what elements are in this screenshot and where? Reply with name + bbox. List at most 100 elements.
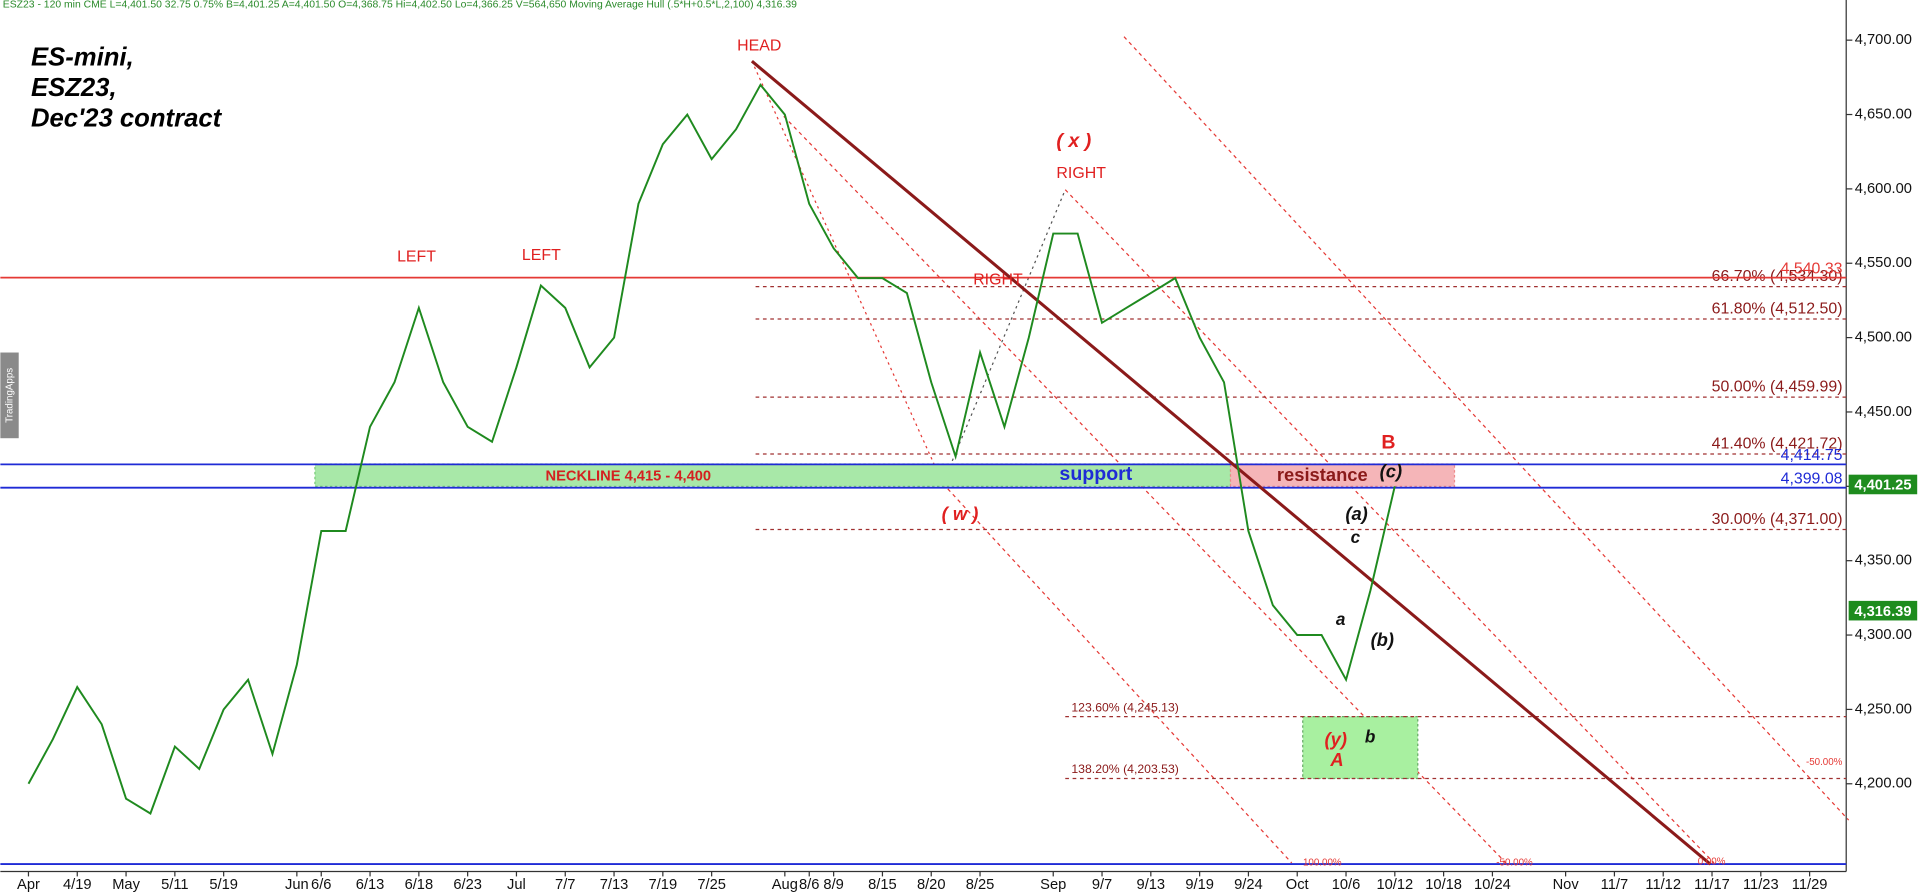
x-tick-label: Oct bbox=[1286, 877, 1309, 893]
x-tick-label: 9/7 bbox=[1092, 877, 1112, 893]
annotation: 0.00% bbox=[1698, 856, 1726, 867]
x-tick-label: 7/13 bbox=[600, 877, 629, 893]
x-tick-label: 8/9 bbox=[823, 877, 843, 893]
x-tick-label: 9/19 bbox=[1185, 877, 1214, 893]
x-tick-label: Nov bbox=[1553, 877, 1580, 893]
level-label: 4,414.75 bbox=[1781, 447, 1843, 464]
x-tick-label: 10/24 bbox=[1474, 877, 1511, 893]
annotation: B bbox=[1381, 431, 1395, 453]
fib-label: 66.70% (4,534.30) bbox=[1712, 268, 1843, 285]
x-tick-label: 10/12 bbox=[1376, 877, 1413, 893]
fib-label: 50.00% (4,459.99) bbox=[1712, 379, 1843, 396]
annotation: (b) bbox=[1371, 629, 1394, 650]
x-tick-label: 5/11 bbox=[161, 877, 188, 893]
annotation: ( x ) bbox=[1056, 130, 1091, 152]
y-tick-label: 4,300.00 bbox=[1855, 627, 1912, 643]
y-tick-label: 4,600.00 bbox=[1855, 181, 1912, 197]
fib-label: 61.80% (4,512.50) bbox=[1712, 300, 1843, 317]
header: ESZ23 - 120 min CME L=4,401.50 32.75 0.7… bbox=[3, 0, 797, 11]
x-tick-label: 5/19 bbox=[209, 877, 238, 893]
fib-label: 123.60% (4,245.13) bbox=[1071, 700, 1178, 714]
x-tick-label: Jun bbox=[285, 877, 309, 893]
annotation: a bbox=[1336, 609, 1346, 629]
x-tick-label: May bbox=[112, 877, 140, 893]
title-line: ES-mini, bbox=[31, 44, 134, 72]
annotation: (y) bbox=[1325, 728, 1347, 749]
annotation: A bbox=[1329, 749, 1343, 770]
price-tag-label: 4,316.39 bbox=[1854, 604, 1911, 620]
trend-line bbox=[750, 60, 1712, 866]
level-label: 4,540.33 bbox=[1781, 260, 1843, 277]
y-tick-label: 4,350.00 bbox=[1855, 553, 1912, 569]
price-tag bbox=[1848, 474, 1918, 495]
x-tick-label: 6/18 bbox=[405, 877, 434, 893]
zone-label: NECKLINE 4,415 - 4,400 bbox=[546, 468, 712, 484]
price-line bbox=[27, 83, 1396, 815]
x-tick-label: 9/13 bbox=[1137, 877, 1166, 893]
x-tick-label: 11/17 bbox=[1694, 877, 1730, 893]
x-tick-label: 4/19 bbox=[63, 877, 92, 893]
annotation: support bbox=[1059, 463, 1132, 485]
x-tick-label: 8/25 bbox=[966, 877, 995, 893]
fib-label: 41.40% (4,421.72) bbox=[1712, 435, 1843, 452]
channel-line bbox=[942, 189, 1066, 484]
annotation: LEFT bbox=[397, 248, 436, 265]
x-tick-label: 7/25 bbox=[697, 877, 726, 893]
x-tick-label: 8/20 bbox=[917, 877, 946, 893]
x-tick-label: Jul bbox=[507, 877, 526, 893]
x-tick-label: 8/6 bbox=[799, 877, 819, 893]
title-line: Dec'23 contract bbox=[31, 105, 223, 133]
channel-line bbox=[942, 483, 1293, 864]
x-tick-label: Apr bbox=[17, 877, 40, 893]
x-tick-label: 7/19 bbox=[649, 877, 678, 893]
watermark: TradingApps bbox=[5, 368, 16, 423]
annotation: 100.00% bbox=[1303, 858, 1342, 869]
x-tick-label: 10/18 bbox=[1425, 877, 1462, 893]
annotation: RIGHT bbox=[973, 272, 1023, 289]
zone bbox=[1229, 463, 1456, 487]
channel-line bbox=[1064, 189, 1715, 864]
annotation: -50.00% bbox=[1806, 757, 1843, 768]
x-tick-label: 11/29 bbox=[1792, 877, 1828, 893]
x-tick-label: 11/23 bbox=[1743, 877, 1779, 893]
target-box bbox=[1302, 716, 1419, 780]
annotation: b bbox=[1365, 727, 1375, 747]
fib-label: 30.00% (4,371.00) bbox=[1712, 511, 1843, 528]
x-tick-label: Sep bbox=[1040, 877, 1066, 893]
x-tick-label: 6/23 bbox=[453, 877, 482, 893]
channel-lines bbox=[751, 36, 1850, 864]
zone-label: resistance bbox=[1277, 464, 1368, 485]
watermark-bg bbox=[0, 352, 19, 439]
annotation: ( w ) bbox=[942, 503, 979, 524]
level-label: 4,399.08 bbox=[1781, 470, 1843, 487]
annotation: RIGHT bbox=[1056, 165, 1106, 182]
y-tick-label: 4,550.00 bbox=[1855, 255, 1912, 271]
x-tick-label: 6/6 bbox=[311, 877, 331, 893]
x-tick-label: 10/6 bbox=[1332, 877, 1361, 893]
fib-label: 138.20% (4,203.53) bbox=[1071, 762, 1178, 776]
x-tick-label: 8/15 bbox=[868, 877, 897, 893]
price-tag-label: 4,401.25 bbox=[1854, 478, 1911, 494]
x-tick-label: 7/7 bbox=[555, 877, 575, 893]
watermark-tag: TradingApps bbox=[0, 352, 19, 439]
y-tick-label: 4,700.00 bbox=[1855, 32, 1912, 48]
y-tick-label: 4,200.00 bbox=[1855, 776, 1912, 792]
annotation: HEAD bbox=[737, 38, 781, 55]
x-tick-label: 11/12 bbox=[1645, 877, 1681, 893]
y-tick-label: 4,500.00 bbox=[1855, 329, 1912, 345]
annotation: (c) bbox=[1380, 460, 1402, 481]
y-tick-label: 4,450.00 bbox=[1855, 404, 1912, 420]
x-tick-label: Aug bbox=[772, 877, 798, 893]
annotation: LEFT bbox=[522, 247, 561, 264]
y-tick-label: 4,650.00 bbox=[1855, 106, 1912, 122]
channel-line bbox=[1123, 36, 1850, 821]
x-tick-label: 11/7 bbox=[1601, 877, 1628, 893]
title-line: ESZ23, bbox=[31, 74, 117, 102]
annotation: c bbox=[1351, 527, 1361, 547]
price-tag bbox=[1848, 600, 1918, 621]
x-tick-label: 6/13 bbox=[356, 877, 385, 893]
annotation: -50.00% bbox=[1496, 858, 1533, 869]
y-tick-label: 4,250.00 bbox=[1855, 701, 1912, 717]
